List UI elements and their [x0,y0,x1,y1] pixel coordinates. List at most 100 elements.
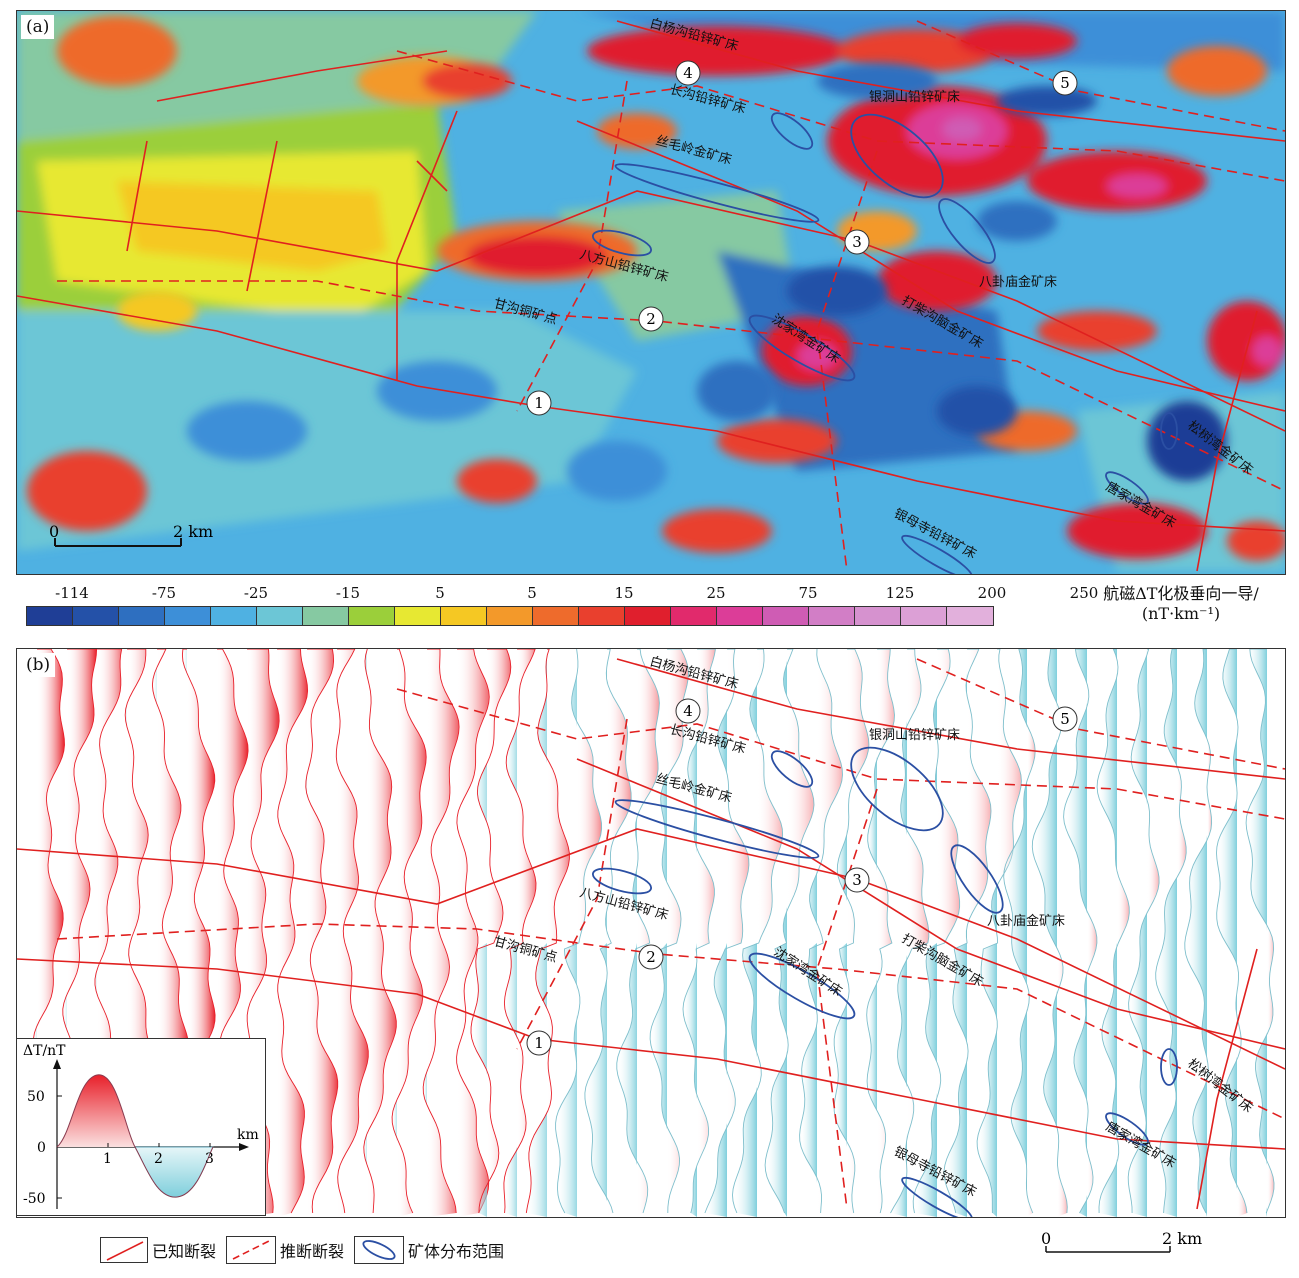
magnetic-anomaly-map: 1 2 3 4 5 白杨沟铅锌矿床 长沟铅锌矿床 银洞山铅锌矿床 丝毛岭金矿床 … [16,10,1286,575]
wiggle-positive-fill [217,649,249,1217]
wiggle-negative-fill [1003,649,1027,1217]
orebody-shenjiawan [748,314,856,382]
fault-marker-2: 2 [638,306,664,332]
color-scale-cell [487,607,533,625]
color-scale-tick: 5 [435,584,445,602]
fault-marker-4: 4 [675,60,701,86]
wiggle-negative-fill [799,649,817,1217]
color-scale-cell [211,607,257,625]
wiggle-trace-line [616,649,660,1214]
svg-text:0: 0 [49,522,59,541]
inset-xunit: km [237,1127,259,1143]
wiggle-positive-fill [1087,649,1097,1217]
wiggle-trace-line [1245,649,1275,1214]
wiggle-positive-fill [967,649,991,1217]
wiggle-trace-line [525,649,570,1214]
wiggle-trace-line [1063,649,1098,1214]
svg-text:银洞山铅锌矿床: 银洞山铅锌矿床 [869,728,960,743]
orebody-songshuwan [1160,412,1178,450]
wiggle-trace-line [391,649,427,1214]
fault-12 [1196,310,1258,572]
positive-anomalies [27,16,1285,561]
wiggle-trace-line [503,649,537,1214]
color-scale-tick: -25 [243,584,269,602]
label-baguamiao: 八卦庙金矿床 [979,274,1057,290]
wiggle-trace-line [456,649,490,1214]
wiggle-trace-line [732,649,784,1214]
inset-ytick-50: 50 [27,1089,45,1105]
wiggle-positive-fill [547,649,570,1217]
wiggle-negative-fill [1155,649,1177,1217]
wiggle-trace-line [943,649,992,1214]
anomaly-map-canvas: 1 2 3 4 5 白杨沟铅锌矿床 长沟铅锌矿床 银洞山铅锌矿床 丝毛岭金矿床 … [17,11,1285,574]
color-scale-cell [809,607,855,625]
fault-13 [126,140,148,252]
fault-marker-1: 1 [526,390,552,416]
wiggle-positive-fill [757,649,783,1217]
color-scale-cell [717,607,763,625]
fault-9 [396,110,458,381]
wiggle-trace-line [1031,649,1068,1214]
svg-text:白杨沟铅锌矿床: 白杨沟铅锌矿床 [648,653,740,692]
svg-text:5: 5 [1060,74,1070,92]
wiggle-positive-fill [1027,649,1036,1217]
wiggle-negative-fill [1216,649,1237,1217]
wiggle-negative-fill [1032,649,1057,1217]
orebody-yindongshan [850,113,944,199]
wiggle-negative-fill [977,649,997,1217]
wiggle-trace-line [912,649,961,1214]
color-scale-ticks: -114 -75 -25 -15 5 5 15 25 75 125 200 250 [26,584,1098,606]
wiggle-positive-fill [1207,649,1212,1217]
profile-inset: ΔT/nT 50 0 -50 1 2 3 km [16,1038,266,1216]
wiggle-positive-fill [697,649,716,1217]
wiggle-negative-fill [683,649,697,1217]
wiggle-negative-fill [1063,649,1087,1217]
panel-b-label: (b) [21,653,56,677]
wiggle-positive-fill [337,649,369,1217]
legend-known-fault: 已知断裂 [100,1237,216,1263]
svg-text:3: 3 [852,871,862,889]
orebody-baguamiao [938,198,996,264]
fault-marker-b-3: 3 [844,867,870,893]
wiggle-trace-line [584,649,632,1214]
color-scale-tick: -114 [55,584,89,602]
wiggle-trace-line [682,649,716,1214]
wiggle-negative-fill [305,649,307,1217]
wiggle-negative-fill [913,649,937,1217]
orebody-changgou [770,112,814,150]
color-scale-cell [533,607,579,625]
wiggle-trace-line [1127,649,1160,1214]
fault-b-10 [1196,948,1258,1210]
fault-15 [416,160,448,192]
wiggle-positive-fill [1177,649,1187,1217]
wiggle-negative-fill [1184,649,1207,1217]
wiggle-positive-fill [277,649,308,1217]
fault-b-1 [17,958,1285,1150]
fault-lines-b [17,658,1285,1210]
color-scale-unit: 航磁ΔT化极垂向一导/ (nT·km⁻¹) [1066,584,1296,624]
svg-text:3: 3 [852,233,862,251]
wiggle-trace-line [890,649,930,1214]
wiggle-positive-fill [1057,649,1068,1217]
wiggle-positive-fill [1117,649,1130,1217]
svg-text:1: 1 [534,1034,544,1052]
fault-8 [156,50,448,102]
anomaly-blobs [17,11,1285,571]
fault-b-6 [616,658,1285,780]
scale-b-zero: 0 [1041,1230,1051,1248]
wiggle-trace-line [1184,649,1213,1214]
color-scale-cell [901,607,947,625]
wiggle-trace-line [277,649,309,1214]
wiggle-negative-fill [363,649,367,1217]
wiggle-positive-fill [577,649,602,1217]
fault-14 [246,140,278,292]
svg-text:八方山铅锌矿床: 八方山铅锌矿床 [578,884,670,923]
wiggle-trace-line [470,649,512,1214]
wiggle-positive-fill [787,649,814,1217]
color-scale-bar: -114 -75 -25 -15 5 5 15 25 75 125 200 250 [26,584,1098,626]
wiggle-negative-fill [616,649,637,1217]
legend-inferred-fault-label: 推断断裂 [280,1242,345,1261]
fault-4 [396,50,1285,182]
fault-b-3 [17,828,1285,1070]
scale-b-km: 2 km [1162,1230,1202,1248]
